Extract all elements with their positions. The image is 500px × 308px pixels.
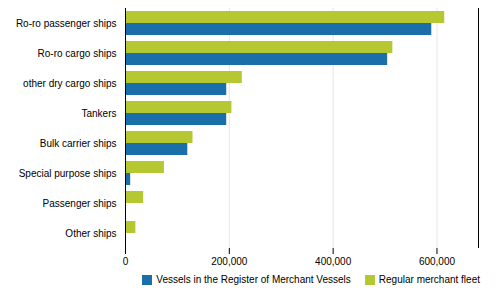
html-text:Regular merchant fleet: Regular merchant fleet xyxy=(378,274,480,285)
svg-text:200,000: 200,000 xyxy=(211,256,248,267)
svg-text:0: 0 xyxy=(123,256,129,267)
svg-text:Tankers: Tankers xyxy=(81,108,116,119)
svg-text:Ro-ro cargo ships: Ro-ro cargo ships xyxy=(38,48,117,59)
svg-text:Special purpose ships: Special purpose ships xyxy=(19,168,117,179)
svg-text:Passenger ships: Passenger ships xyxy=(43,198,117,209)
svg-text:Other ships: Other ships xyxy=(65,228,116,239)
svg-text:other dry cargo ships: other dry cargo ships xyxy=(23,78,116,89)
svg-text:Ro-ro passenger ships: Ro-ro passenger ships xyxy=(16,18,117,29)
svg-text:600,000: 600,000 xyxy=(419,256,456,267)
html-text:Vessels in the Register of Mer: Vessels in the Register of Merchant Vess… xyxy=(156,274,351,285)
svg-text:Bulk carrier ships: Bulk carrier ships xyxy=(40,138,117,149)
svg-text:400,000: 400,000 xyxy=(315,256,352,267)
